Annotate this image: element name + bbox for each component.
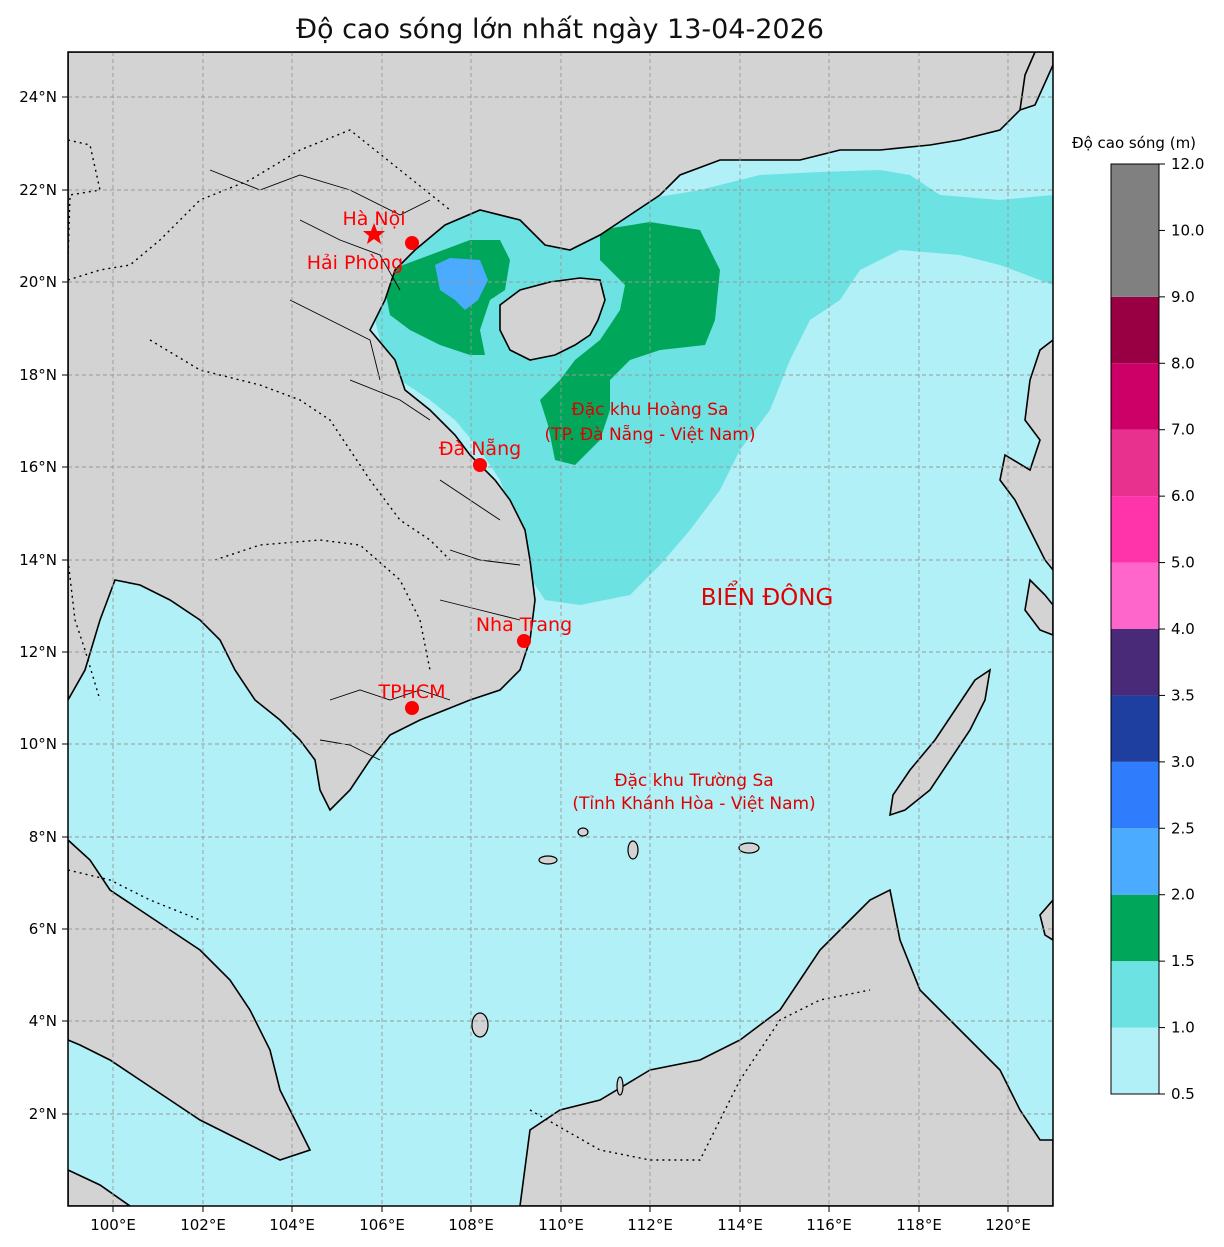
lat-tick-label: 22°N [19,181,57,199]
lon-tick-label: 106°E [359,1216,405,1234]
lat-tick-label: 14°N [19,551,57,569]
colorbar-swatch [1111,894,1159,962]
colorbar-tick-label: 1.5 [1171,952,1195,970]
map-title: Độ cao sóng lớn nhất ngày 13-04-2026 [296,14,824,45]
colorbar-swatch [1111,496,1159,563]
map-area: Hà Nội Hải Phòng Đà Nẵng Nha Trang TPHCM… [68,52,1053,1206]
lon-tick-label: 114°E [717,1216,763,1234]
label-bien-dong: BIỂN ĐÔNG [701,581,834,611]
lon-tick-label: 110°E [538,1216,584,1234]
label-nhatrang: Nha Trang [476,614,572,636]
colorbar-tick-label: 0.5 [1171,1085,1195,1103]
islands [471,827,760,1096]
colorbar-tick-label: 12.0 [1171,155,1204,173]
colorbar-swatch [1111,296,1159,364]
land-palawan [889,668,992,817]
lat-tick-label: 20°N [19,273,57,291]
lat-tick-label: 10°N [19,735,57,753]
lat-tick-label: 6°N [29,920,57,938]
colorbar-tick-label: 3.5 [1171,686,1195,704]
label-hoangsa-2: (TP. Đà Nẵng - Việt Nam) [545,424,756,445]
label-hoangsa-1: Đặc khu Hoàng Sa [572,400,729,420]
colorbar-swatch [1111,828,1159,895]
land-mindoro [1024,578,1053,636]
colorbar-tick-label: 2.0 [1171,886,1195,904]
nhatrang-marker [517,634,531,648]
colorbar-swatch [1111,562,1159,629]
lon-tick-label: 100°E [90,1216,136,1234]
land-taiwan [1019,52,1053,112]
wave-zone-1.5-2m-paracel [540,222,720,465]
lat-tick-label: 12°N [19,643,57,661]
lat-axis: 2°N 4°N 6°N 8°N 10°N 12°N 14°N 16°N 18°N… [19,88,68,1123]
lon-tick-label: 108°E [448,1216,494,1234]
label-truongsa-1: Đặc khu Trường Sa [614,771,773,791]
lat-tick-label: 18°N [19,366,57,384]
lat-tick-label: 8°N [29,828,57,846]
land-hainan [499,277,606,361]
land-mainland [68,52,1053,812]
land-sumatra [68,1169,132,1206]
label-danang: Đà Nẵng [439,437,521,460]
label-hanoi: Hà Nội [342,208,405,230]
lon-tick-label: 104°E [269,1216,315,1234]
colorbar-swatch [1111,961,1159,1028]
city-markers [363,223,531,715]
colorbar: 0.5 1.0 1.5 2.0 2.5 3.0 3.5 4.0 5.0 6.0 7.0 8.0 9.0 1… [1110,155,1204,1103]
land-mindanao [1039,898,1053,941]
colorbar-tick-label: 10.0 [1171,221,1204,239]
label-haiphong: Hải Phòng [307,252,403,274]
colorbar-swatch [1111,695,1159,762]
colorbar-tick-label: 7.0 [1171,421,1195,439]
tphcm-marker [405,701,419,715]
lat-tick-label: 2°N [29,1105,57,1123]
wave-zone-2-3m [435,258,488,310]
graticule [68,52,1053,1206]
colorbar-swatch [1111,629,1159,696]
colorbar-tick-label: 3.0 [1171,753,1195,771]
land-borneo [519,888,1053,1206]
lon-tick-label: 116°E [806,1216,852,1234]
lat-tick-label: 4°N [29,1012,57,1030]
colorbar-tick-label: 1.0 [1171,1019,1195,1037]
colorbar-title: Độ cao sóng (m) [1072,134,1196,152]
haiphong-marker [405,236,419,250]
label-truongsa-2: (Tỉnh Khánh Hòa - Việt Nam) [572,794,815,814]
colorbar-swatch [1111,1027,1159,1094]
colorbar-tick-label: 9.0 [1171,288,1195,306]
lon-tick-label: 112°E [627,1216,673,1234]
land-malay-peninsula [68,838,312,1161]
hanoi-star-marker [363,223,385,244]
colorbar-tick-label: 6.0 [1171,487,1195,505]
lon-tick-label: 118°E [896,1216,942,1234]
colorbar-tick-label: 4.0 [1171,620,1195,638]
lat-tick-label: 24°N [19,88,57,106]
colorbar-swatch [1111,363,1159,430]
colorbar-tick-label: 8.0 [1171,354,1195,372]
colorbar-tick-label: 5.0 [1171,554,1195,572]
label-tphcm: TPHCM [377,681,445,703]
colorbar-swatch [1111,761,1159,829]
danang-marker [473,458,487,472]
wave-zone-1-1.5m [370,170,1053,605]
lon-axis: 100°E 102°E 104°E 106°E 108°E 110°E 112°… [90,1206,1031,1234]
lat-tick-label: 16°N [19,458,57,476]
colorbar-swatch [1111,164,1159,297]
provincial-borders [209,169,521,761]
lon-tick-label: 120°E [985,1216,1031,1234]
lon-tick-label: 102°E [180,1216,226,1234]
colorbar-swatch [1111,429,1159,497]
colorbar-tick-label: 2.5 [1171,819,1195,837]
